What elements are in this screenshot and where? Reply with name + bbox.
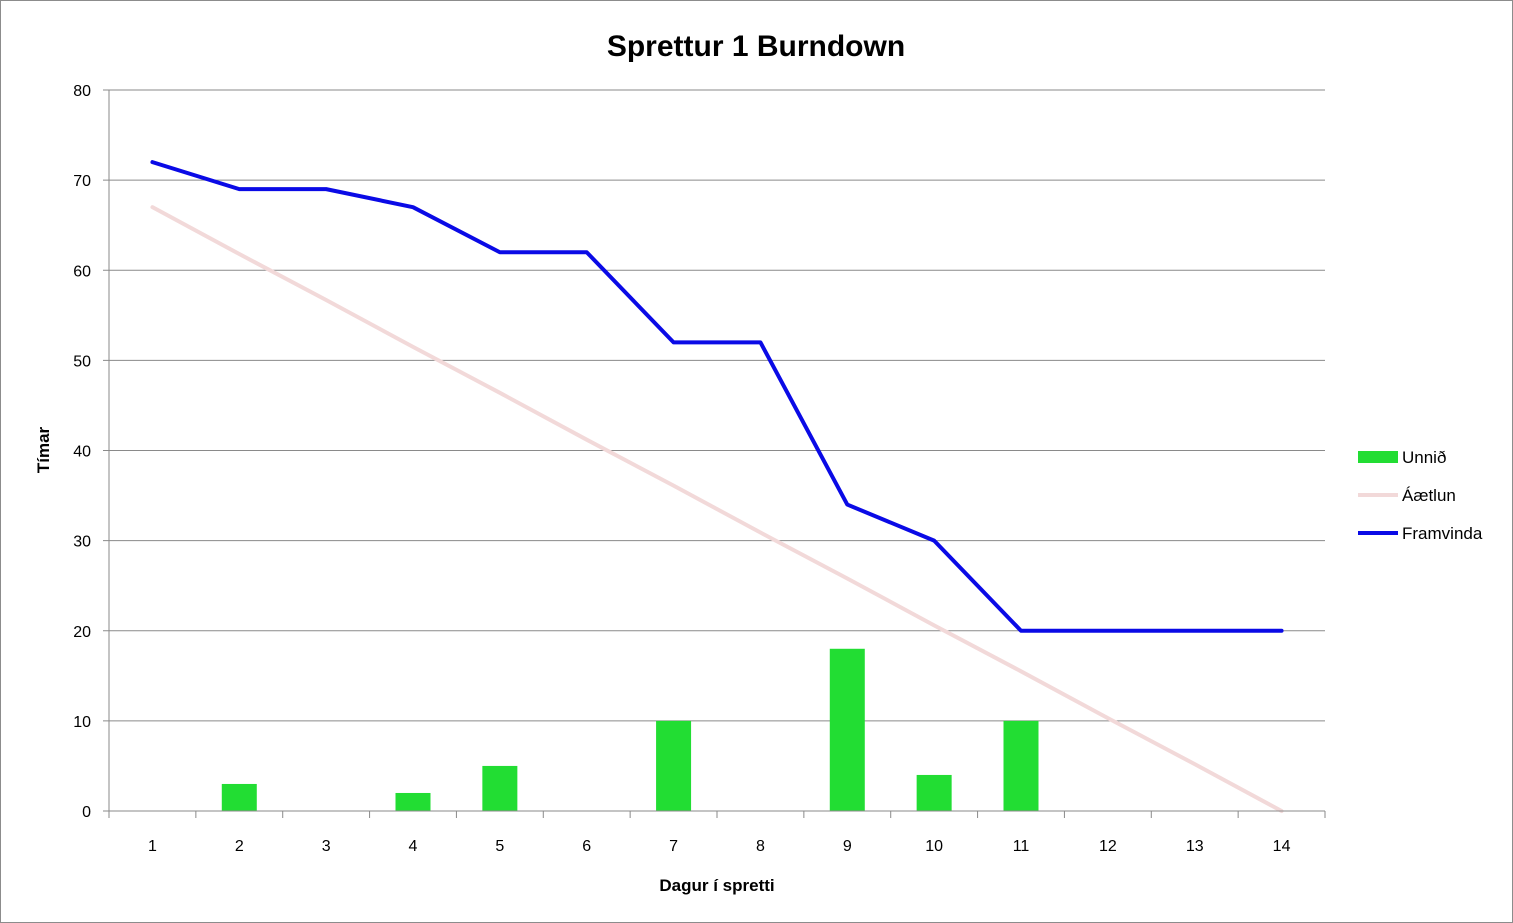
legend-label-0: Unnið (1402, 448, 1446, 467)
x-tick-label-13: 13 (1186, 838, 1204, 855)
y-tick-label-30: 30 (73, 534, 91, 551)
series-lines (150, 160, 1284, 813)
x-tick-label-6: 6 (582, 838, 591, 855)
y-tick-label-0: 0 (82, 804, 91, 821)
y-axis-title: Tímar (34, 426, 53, 473)
bar-day-5 (482, 765, 518, 811)
x-tick-label-3: 3 (322, 838, 331, 855)
legend-label-1: Áætlun (1402, 486, 1456, 505)
legend-label-2: Framvinda (1402, 524, 1483, 543)
y-tick-label-10: 10 (73, 714, 91, 731)
bar-day-4 (395, 792, 431, 811)
y-tick-label-60: 60 (73, 263, 91, 280)
bars-unnid (221, 648, 1039, 811)
x-tick-label-4: 4 (409, 838, 418, 855)
y-tick-label-70: 70 (73, 173, 91, 190)
x-tick-label-1: 1 (148, 838, 157, 855)
x-tick-label-10: 10 (925, 838, 943, 855)
gridlines (109, 89, 1325, 722)
y-tick-label-50: 50 (73, 353, 91, 370)
legend-swatch-bar-0 (1358, 451, 1398, 463)
x-tick-label-5: 5 (495, 838, 504, 855)
chart-title: Sprettur 1 Burndown (607, 30, 905, 63)
x-tick-label-11: 11 (1013, 838, 1030, 855)
y-tick-label-40: 40 (73, 444, 91, 461)
bar-day-10 (916, 774, 952, 811)
line-framvinda (150, 160, 1284, 633)
x-tick-label-7: 7 (669, 838, 678, 855)
x-tick-label-8: 8 (756, 838, 765, 855)
x-tick-label-14: 14 (1273, 838, 1291, 855)
y-tick-label-80: 80 (73, 83, 91, 100)
x-tick-label-2: 2 (235, 838, 244, 855)
bar-day-11 (1003, 720, 1039, 811)
line-aaetlun (150, 205, 1284, 813)
bar-day-7 (656, 720, 692, 811)
x-axis-title: Dagur í spretti (659, 876, 774, 895)
bar-day-9 (829, 648, 865, 811)
bar-day-2 (221, 783, 257, 811)
y-tick-label-20: 20 (73, 624, 91, 641)
x-tick-label-12: 12 (1099, 838, 1117, 855)
x-tick-label-9: 9 (843, 838, 852, 855)
legend: Unnið Áætlun Framvinda (1358, 448, 1483, 543)
